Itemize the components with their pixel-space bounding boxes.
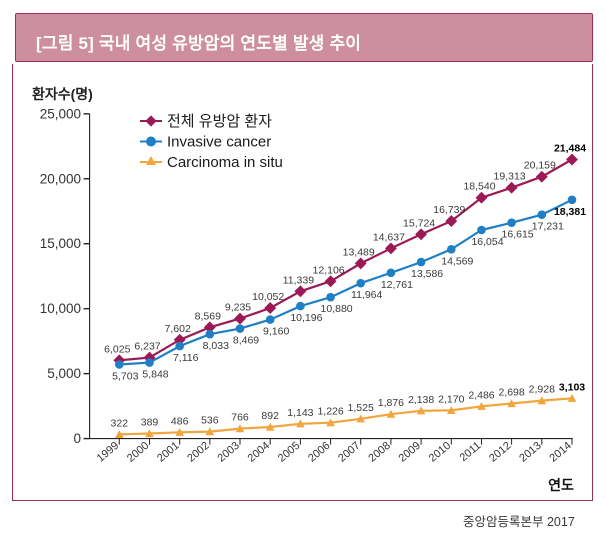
svg-text:연도: 연도 — [548, 477, 574, 493]
svg-text:2007: 2007 — [336, 440, 362, 465]
svg-text:20,159: 20,159 — [524, 160, 556, 172]
svg-text:10,196: 10,196 — [290, 312, 322, 324]
svg-text:21,484: 21,484 — [554, 143, 586, 155]
svg-text:2001: 2001 — [155, 440, 181, 465]
svg-text:10,052: 10,052 — [252, 291, 284, 303]
svg-text:18,381: 18,381 — [554, 206, 586, 218]
svg-text:2000: 2000 — [125, 440, 151, 465]
svg-text:2,928: 2,928 — [529, 384, 555, 396]
svg-text:1,876: 1,876 — [378, 397, 404, 409]
svg-text:18,540: 18,540 — [463, 181, 495, 193]
svg-text:2,138: 2,138 — [408, 394, 434, 406]
svg-text:환자수(명): 환자수(명) — [32, 86, 93, 102]
svg-text:Carcinoma in situ: Carcinoma in situ — [167, 154, 283, 171]
svg-text:15,724: 15,724 — [403, 217, 435, 229]
svg-text:2,486: 2,486 — [468, 389, 494, 401]
svg-text:5,848: 5,848 — [142, 369, 168, 381]
svg-text:13,586: 13,586 — [411, 268, 443, 280]
svg-text:8,469: 8,469 — [233, 335, 259, 347]
svg-text:389: 389 — [141, 417, 159, 429]
svg-text:1,143: 1,143 — [287, 407, 313, 419]
svg-text:6,025: 6,025 — [104, 343, 130, 355]
svg-text:13,489: 13,489 — [343, 246, 375, 258]
svg-text:2013: 2013 — [517, 440, 543, 465]
svg-text:5,703: 5,703 — [112, 371, 138, 383]
svg-text:2010: 2010 — [427, 440, 453, 465]
svg-text:14,637: 14,637 — [373, 231, 405, 243]
svg-text:1,226: 1,226 — [317, 406, 343, 418]
svg-text:2,698: 2,698 — [498, 387, 524, 399]
svg-text:11,964: 11,964 — [351, 289, 382, 301]
svg-text:12,761: 12,761 — [381, 279, 413, 291]
svg-text:8,033: 8,033 — [203, 340, 229, 352]
svg-text:2002: 2002 — [185, 440, 211, 465]
svg-text:2014: 2014 — [547, 440, 573, 465]
svg-text:3,103: 3,103 — [559, 381, 585, 393]
svg-text:25,000: 25,000 — [40, 106, 81, 121]
svg-text:10,000: 10,000 — [40, 301, 81, 316]
svg-text:17,231: 17,231 — [532, 221, 564, 233]
svg-text:0: 0 — [73, 431, 81, 446]
svg-text:11,339: 11,339 — [283, 274, 314, 286]
svg-text:16,615: 16,615 — [502, 229, 534, 241]
svg-text:2006: 2006 — [306, 440, 332, 465]
svg-text:486: 486 — [171, 415, 189, 427]
svg-text:2011: 2011 — [458, 440, 484, 464]
svg-text:2004: 2004 — [246, 440, 272, 465]
svg-text:2003: 2003 — [215, 440, 241, 465]
svg-text:16,054: 16,054 — [471, 236, 503, 248]
svg-text:2009: 2009 — [397, 440, 423, 465]
svg-text:전체 유방암 환자: 전체 유방암 환자 — [167, 113, 272, 130]
svg-text:766: 766 — [231, 412, 249, 424]
svg-text:7,602: 7,602 — [165, 323, 191, 335]
svg-text:8,569: 8,569 — [195, 310, 221, 322]
svg-text:15,000: 15,000 — [40, 236, 81, 251]
svg-text:12,106: 12,106 — [313, 264, 345, 276]
svg-text:2005: 2005 — [276, 440, 302, 465]
svg-text:16,739: 16,739 — [433, 204, 465, 216]
svg-text:19,313: 19,313 — [494, 171, 526, 183]
svg-text:20,000: 20,000 — [40, 171, 81, 186]
svg-text:9,235: 9,235 — [225, 302, 251, 314]
svg-text:9,160: 9,160 — [263, 326, 289, 338]
svg-text:6,237: 6,237 — [134, 341, 160, 353]
svg-text:Invasive cancer: Invasive cancer — [167, 134, 271, 151]
svg-text:536: 536 — [201, 415, 219, 427]
svg-text:7,116: 7,116 — [173, 352, 199, 364]
svg-text:2,170: 2,170 — [438, 393, 464, 405]
svg-text:5,000: 5,000 — [47, 366, 81, 381]
svg-text:322: 322 — [111, 417, 129, 429]
svg-text:2012: 2012 — [487, 440, 513, 465]
svg-text:892: 892 — [261, 410, 279, 422]
svg-text:1999: 1999 — [95, 440, 121, 465]
svg-text:10,880: 10,880 — [321, 303, 353, 315]
svg-text:14,569: 14,569 — [441, 255, 473, 267]
svg-text:1,525: 1,525 — [348, 402, 374, 414]
svg-text:2008: 2008 — [366, 440, 392, 465]
